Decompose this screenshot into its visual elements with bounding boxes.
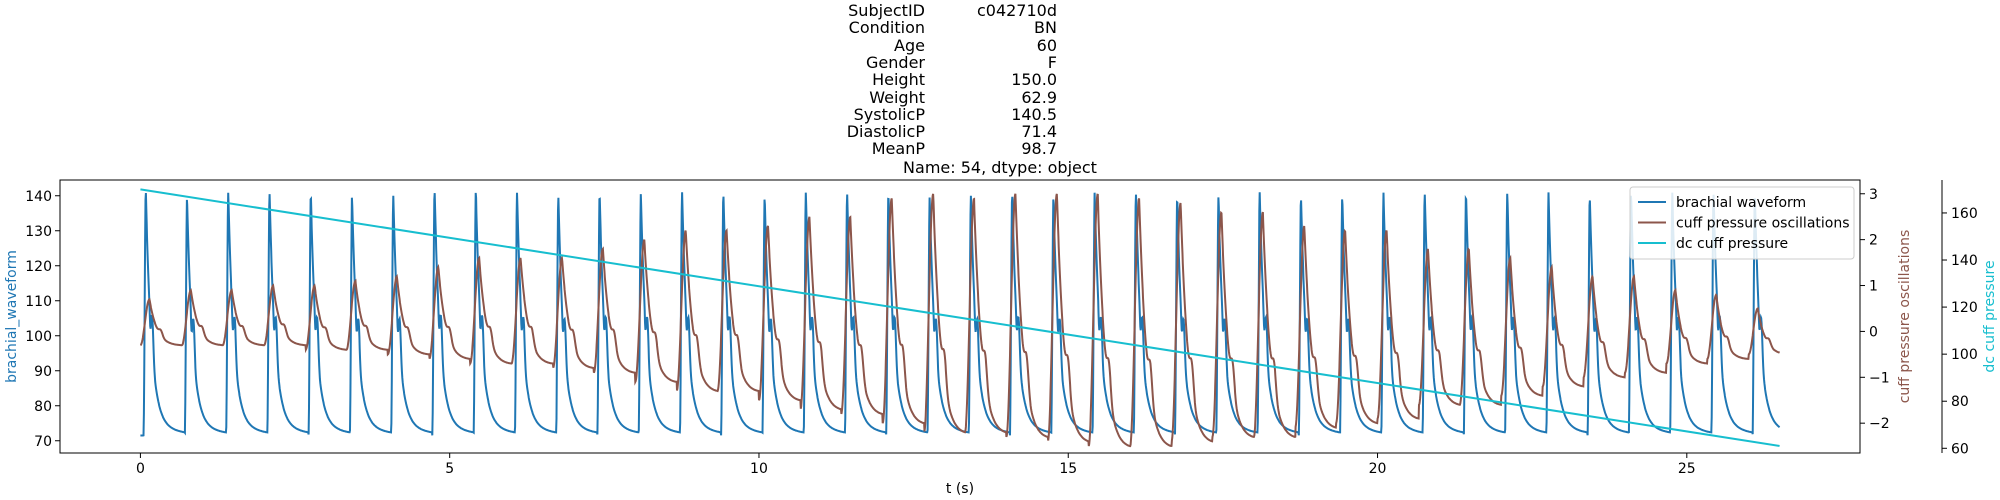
left-y-tick-label: 80 xyxy=(34,399,52,415)
far-right-y-tick-label: 140 xyxy=(1951,253,1978,269)
x-axis: 0 5 10 15 20 25 xyxy=(136,453,1696,477)
title-value: 60 xyxy=(1036,35,1057,55)
series-line-cuff-pressure-oscillations xyxy=(139,193,1781,448)
left-y-axis: 70 80 90 100 110 120 130 140 xyxy=(25,189,60,450)
title-value: 71.4 xyxy=(1021,122,1057,142)
far-right-y-axis: 60 80 100 120 140 160 xyxy=(1942,206,1978,457)
x-tick-label: 15 xyxy=(1059,461,1077,477)
title-key: SubjectID xyxy=(848,1,925,20)
title-key: SystolicP xyxy=(853,104,925,124)
x-axis-label: t (s) xyxy=(946,481,974,497)
title-value: c042710d xyxy=(976,1,1057,20)
far-right-y-tick-label: 120 xyxy=(1951,300,1978,316)
title-key: DiastolicP xyxy=(846,122,925,142)
x-tick-label: 10 xyxy=(750,461,768,477)
legend: brachial waveform cuff pressure oscillati… xyxy=(1629,186,1855,260)
left-y-tick-label: 90 xyxy=(34,364,52,380)
legend-entry-label: dc cuff pressure xyxy=(1676,236,1788,252)
right-y-axis-label: cuff pressure oscillations xyxy=(1897,230,1913,404)
left-y-tick-label: 70 xyxy=(34,434,52,450)
title-value: F xyxy=(1047,52,1057,72)
plot-frame xyxy=(59,179,1861,454)
legend-entry-label: cuff pressure oscillations xyxy=(1676,216,1850,232)
far-right-y-tick-label: 100 xyxy=(1951,347,1978,363)
title-key: Weight xyxy=(869,87,925,107)
title-key: MeanP xyxy=(871,139,925,159)
x-tick-label: 20 xyxy=(1369,461,1387,477)
left-y-tick-label: 100 xyxy=(25,329,52,345)
far-right-y-axis-label: dc cuff pressure xyxy=(1982,260,1998,372)
title-key: Height xyxy=(872,70,925,90)
left-y-tick-label: 140 xyxy=(25,189,52,205)
legend-box xyxy=(1629,186,1855,260)
x-tick-label: 5 xyxy=(445,461,454,477)
chart-title-footer: Name: 54, dtype: object xyxy=(903,158,1097,177)
title-value: 98.7 xyxy=(1021,139,1057,159)
x-tick-label: 25 xyxy=(1678,461,1696,477)
title-value: BN xyxy=(1034,18,1057,38)
left-y-tick-label: 130 xyxy=(25,224,52,240)
x-tick-label: 0 xyxy=(136,461,145,477)
right-y-tick-label: −1 xyxy=(1869,370,1890,386)
title-key: Condition xyxy=(848,18,925,38)
left-y-tick-label: 110 xyxy=(25,294,52,310)
right-y-tick-label: 2 xyxy=(1869,233,1878,249)
title-value: 62.9 xyxy=(1021,87,1057,107)
left-y-tick-label: 120 xyxy=(25,259,52,275)
title-value: 150.0 xyxy=(1011,70,1057,90)
legend-entry-label: brachial waveform xyxy=(1676,195,1806,211)
left-y-axis-label: brachial_waveform xyxy=(4,250,20,383)
far-right-y-tick-label: 160 xyxy=(1951,206,1978,222)
right-y-tick-label: −2 xyxy=(1869,416,1890,432)
right-y-tick-label: 0 xyxy=(1869,324,1878,340)
title-key: Gender xyxy=(866,52,925,72)
right-y-tick-label: 3 xyxy=(1869,187,1878,203)
right-y-tick-label: 1 xyxy=(1869,279,1878,295)
right-y-axis: −2 −1 0 1 2 3 xyxy=(1860,187,1890,432)
far-right-y-tick-label: 60 xyxy=(1951,441,1969,457)
title-value: 140.5 xyxy=(1011,104,1057,124)
title-key: Age xyxy=(894,35,925,55)
series-line-dc-cuff-pressure xyxy=(140,188,1780,447)
far-right-y-tick-label: 80 xyxy=(1951,394,1969,410)
